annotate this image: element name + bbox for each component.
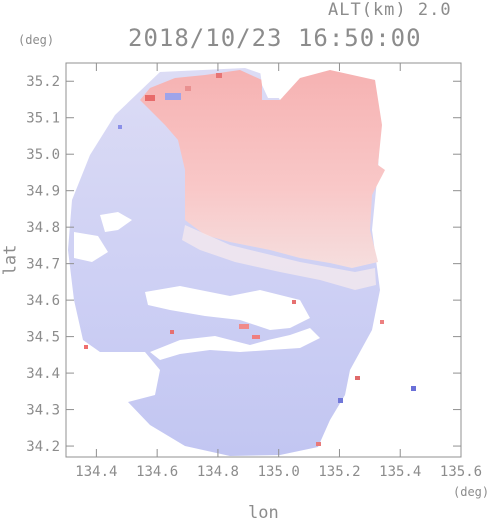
x-unit-label: (deg) — [453, 485, 490, 499]
speckles — [84, 73, 416, 446]
y-axis-ticks: 35.2 35.1 35.0 34.9 34.8 34.7 34.6 34.5 34.4 34.3… — [26, 74, 461, 455]
data-gap — [145, 286, 310, 330]
x-axis-label: lon — [248, 503, 279, 523]
x-tick-label: 135.6 — [440, 464, 482, 480]
x-axis-ticks: 134.4 134.6 134.8 135.0 135.2 135.4 135.6 — [75, 63, 482, 480]
plot-frame — [65, 62, 462, 458]
y-tick-label: 35.0 — [26, 147, 60, 163]
y-tick-label: 34.7 — [26, 257, 60, 273]
y-tick-label: 34.9 — [26, 184, 60, 200]
y-tick-label: 34.8 — [26, 220, 60, 236]
transition-region — [182, 225, 376, 290]
y-tick-label: 34.4 — [26, 366, 60, 382]
data-gap — [74, 232, 108, 262]
y-unit-label: (deg) — [18, 33, 55, 47]
data-gap — [100, 212, 132, 232]
y-tick-label: 34.5 — [26, 330, 60, 346]
y-tick-label: 34.2 — [26, 439, 60, 455]
x-tick-label: 135.2 — [318, 464, 360, 480]
y-tick-label: 34.3 — [26, 403, 60, 419]
y-tick-label: 35.1 — [26, 111, 60, 127]
y-tick-label: 35.2 — [26, 74, 60, 90]
x-tick-label: 134.4 — [75, 464, 117, 480]
x-tick-label: 135.0 — [258, 464, 300, 480]
y-tick-label: 34.6 — [26, 293, 60, 309]
data-gap — [150, 328, 320, 360]
positive-velocity-region — [140, 70, 385, 268]
echo-field — [68, 68, 416, 456]
datetime-title: 2018/10/23 16:50:00 — [128, 24, 422, 52]
data-gap — [260, 70, 290, 98]
altitude-label: ALT(km) 2.0 — [328, 0, 452, 20]
x-tick-label: 135.4 — [379, 464, 421, 480]
x-tick-label: 134.6 — [136, 464, 178, 480]
x-tick-label: 134.8 — [197, 464, 239, 480]
